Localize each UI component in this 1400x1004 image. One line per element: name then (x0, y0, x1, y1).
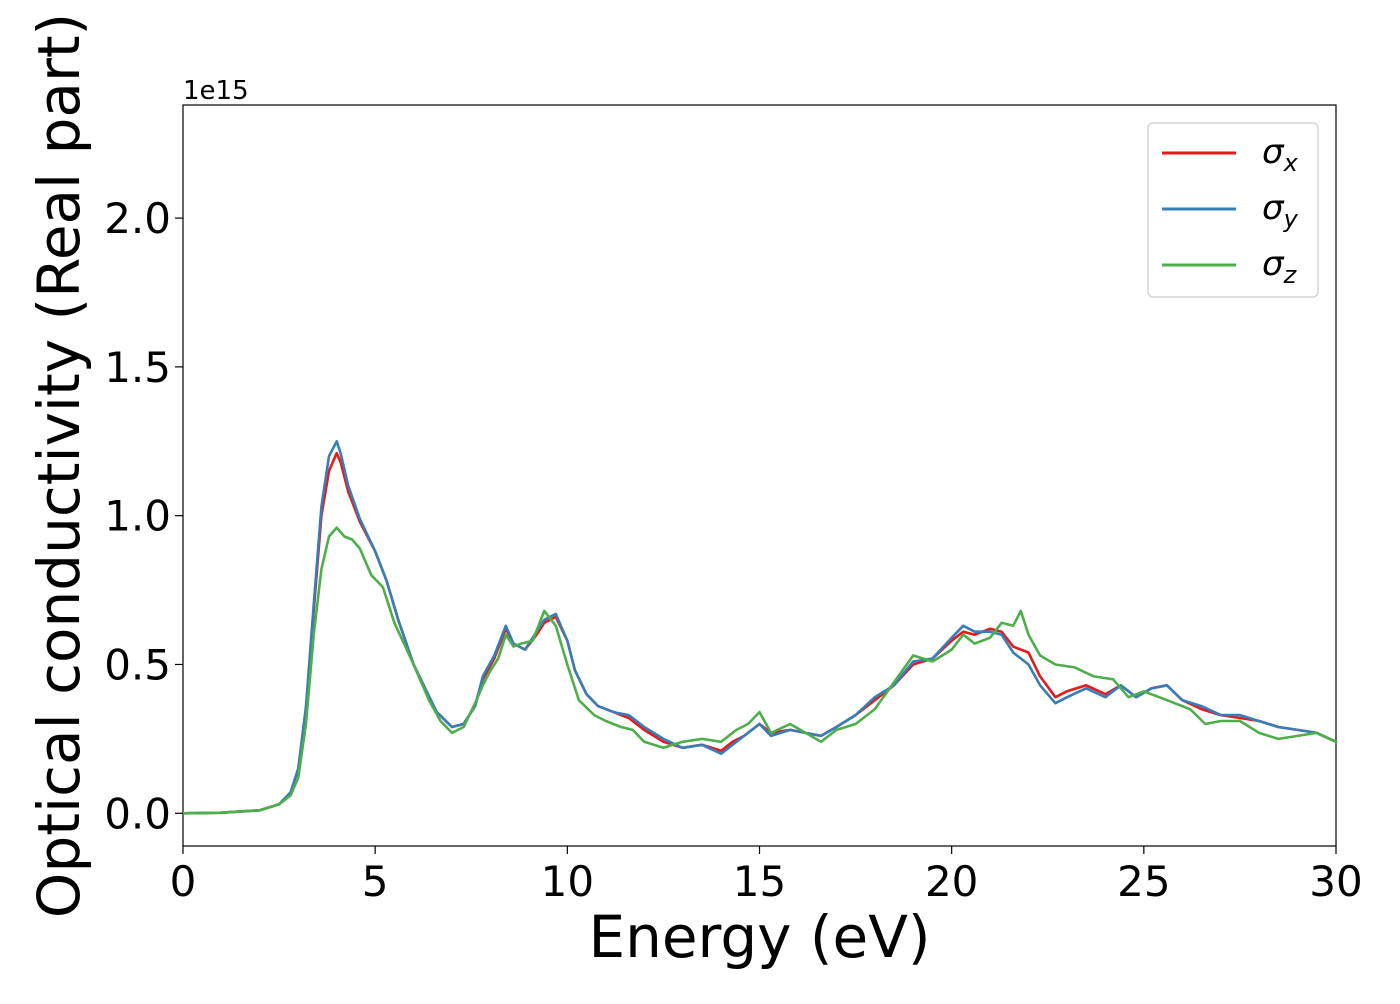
x-tick-label: 30 (1309, 857, 1362, 906)
y-tick-label: 2.0 (104, 194, 171, 243)
y-tick-label: 1.5 (104, 343, 171, 392)
series-line-z (181, 526, 1338, 815)
legend-label-y: σy (1262, 188, 1299, 233)
x-tick-label: 20 (925, 857, 978, 906)
x-tick-label: 25 (1117, 857, 1170, 906)
legend-symbol: σ (1262, 132, 1285, 172)
x-tick-label: 15 (733, 857, 786, 906)
series-layer (181, 439, 1338, 815)
legend-subscript: z (1283, 261, 1298, 289)
y-axis-title: Optical conductivity (Real part) (25, 13, 93, 918)
y-offset-label: 1e15 (183, 76, 249, 106)
x-axis-title: Energy (eV) (588, 903, 930, 971)
legend-label-z: σz (1262, 244, 1298, 289)
legend-subscript: x (1283, 149, 1299, 177)
y-tick-label: 0.0 (104, 789, 171, 838)
legend-subscript: y (1283, 205, 1299, 233)
x-tick-label: 10 (541, 857, 594, 906)
y-tick-label: 1.0 (104, 492, 171, 541)
y-tick-label: 0.5 (104, 640, 171, 689)
legend-label-x: σx (1262, 132, 1299, 177)
x-tick-label: 5 (362, 857, 389, 906)
series-line-y (181, 439, 1338, 815)
legend-symbol: σ (1262, 244, 1285, 284)
x-tick-label: 0 (170, 857, 197, 906)
legend-symbol: σ (1262, 188, 1285, 228)
ticks-layer: 0 5 10 15 20 25 30 0.0 0.5 1.0 1.5 2.0 (104, 194, 1363, 906)
